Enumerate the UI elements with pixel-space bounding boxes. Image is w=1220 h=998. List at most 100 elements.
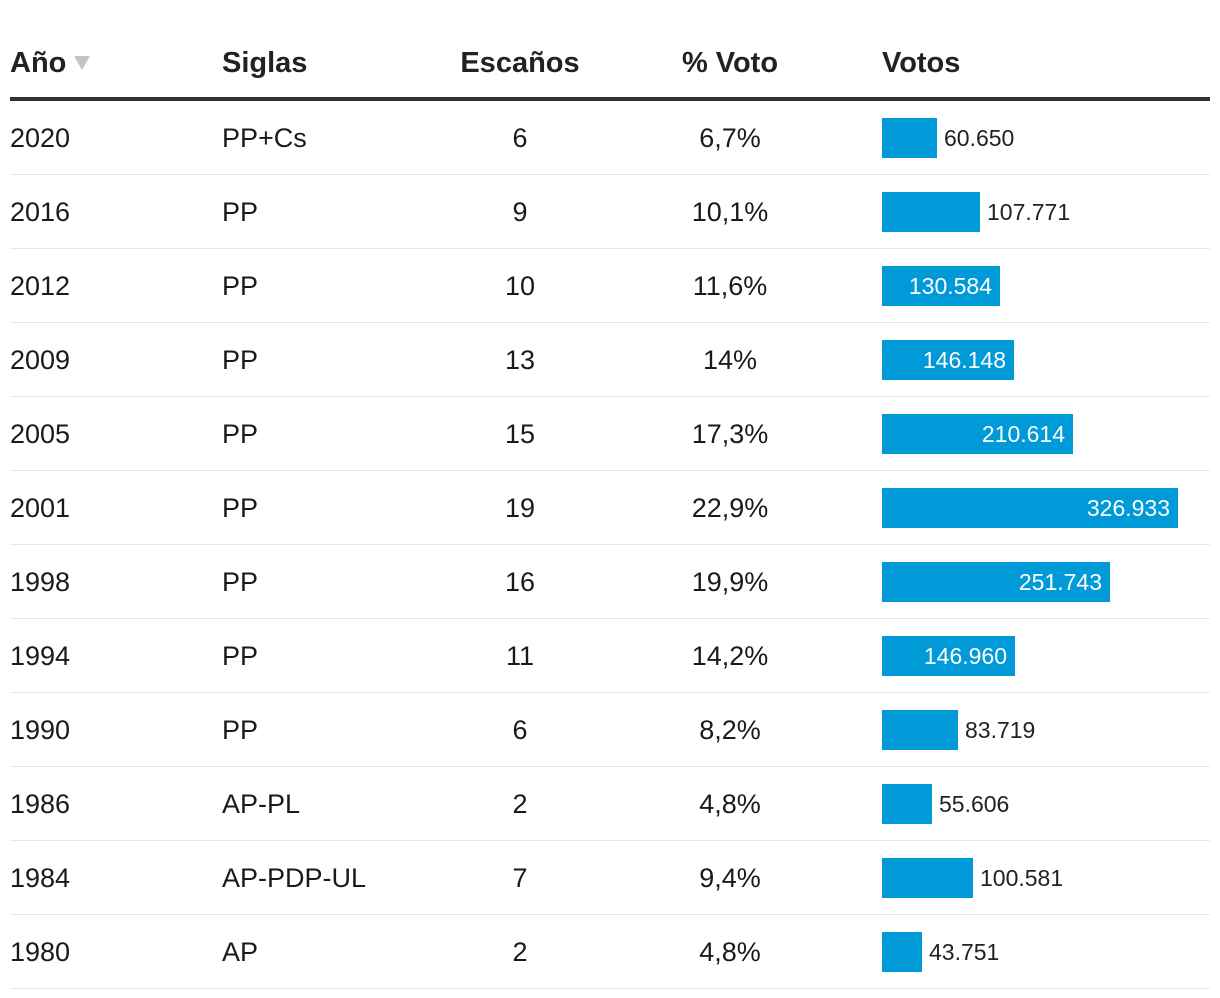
votes-bar	[882, 932, 922, 972]
votes-bar	[882, 340, 1014, 380]
cell-party: PP	[222, 419, 259, 449]
table-row: 1990 PP 6 8,2% 83.719	[10, 693, 1210, 767]
cell-party: PP	[222, 493, 259, 523]
votes-label: 146.148	[922, 347, 1006, 373]
cell-party: AP-PDP-UL	[222, 863, 367, 893]
votes-bar	[882, 192, 980, 232]
votes-bar	[882, 858, 973, 898]
cell-seats: 6	[512, 123, 528, 153]
header-year[interactable]: Año	[10, 46, 91, 80]
cell-votes: 146.148	[882, 323, 1210, 397]
votes-label: 107.771	[987, 199, 1071, 225]
cell-year: 1984	[10, 863, 71, 893]
cell-year: 2012	[10, 271, 71, 301]
votes-bar	[882, 266, 1000, 306]
cell-seats: 19	[504, 493, 536, 523]
votes-label: 210.614	[981, 421, 1065, 447]
cell-party: PP	[222, 715, 259, 745]
table-row: 1994 PP 11 14,2% 146.960	[10, 619, 1210, 693]
cell-seats: 11	[505, 641, 535, 671]
votes-label: 326.933	[1086, 495, 1170, 521]
votes-label: 60.650	[944, 125, 1015, 151]
cell-pct: 10,1%	[691, 197, 769, 227]
cell-pct: 11,6%	[692, 271, 768, 301]
cell-pct: 22,9%	[691, 493, 769, 523]
header-year-label: Año	[10, 47, 67, 79]
cell-votes: 130.584	[882, 249, 1210, 323]
cell-year: 1990	[10, 715, 71, 745]
cell-pct: 14,2%	[691, 641, 769, 671]
cell-votes: 326.933	[882, 471, 1210, 545]
cell-year: 2020	[10, 123, 71, 153]
cell-votes: 146.960	[882, 619, 1210, 693]
votes-bar	[882, 636, 1015, 676]
cell-pct: 6,7%	[699, 123, 761, 153]
table-row: 1986 AP-PL 2 4,8% 55.606	[10, 767, 1210, 841]
votes-bar	[882, 414, 1073, 454]
cell-year: 1980	[10, 937, 71, 967]
votes-label: 251.743	[1018, 569, 1102, 595]
table-row: 1998 PP 16 19,9% 251.743	[10, 545, 1210, 619]
cell-pct: 19,9%	[691, 567, 769, 597]
cell-votes: 55.606	[882, 767, 1210, 841]
cell-seats: 10	[504, 271, 536, 301]
table-header: Año Siglas Escaños % Voto Votos	[10, 0, 1210, 101]
votes-label: 146.960	[923, 643, 1007, 669]
cell-party: PP	[222, 271, 259, 301]
cell-year: 2005	[10, 419, 71, 449]
sort-descending-icon[interactable]	[74, 56, 91, 70]
cell-votes: 43.751	[882, 915, 1210, 989]
table-body: 2020 PP+Cs 6 6,7% 60.650 2016 PP 9 10,1% 107.771 2…	[10, 101, 1210, 989]
header-seats[interactable]: Escaños	[460, 47, 580, 79]
votes-bar	[882, 118, 937, 158]
header-pct[interactable]: % Voto	[681, 47, 779, 79]
votes-bar	[882, 562, 1110, 602]
cell-seats: 7	[512, 863, 528, 893]
cell-party: AP	[222, 937, 259, 967]
cell-year: 2016	[10, 197, 71, 227]
cell-votes: 83.719	[882, 693, 1210, 767]
votes-label: 83.719	[965, 717, 1036, 743]
votes-label: 55.606	[939, 791, 1010, 817]
cell-party: AP-PL	[222, 789, 301, 819]
cell-seats: 9	[512, 197, 528, 227]
header-votes[interactable]: Votos	[882, 47, 961, 79]
cell-votes: 60.650	[882, 101, 1210, 175]
cell-pct: 8,2%	[699, 715, 761, 745]
cell-year: 2001	[10, 493, 71, 523]
cell-seats: 15	[504, 419, 536, 449]
table-row: 2001 PP 19 22,9% 326.933	[10, 471, 1210, 545]
table-row: 2009 PP 13 14% 146.148	[10, 323, 1210, 397]
cell-seats: 2	[512, 789, 528, 819]
votes-label: 130.584	[908, 273, 992, 299]
votes-bar	[882, 710, 958, 750]
results-table: Año Siglas Escaños % Voto Votos 2020 PP+C…	[10, 0, 1210, 989]
votes-bar	[882, 784, 932, 824]
cell-party: PP+Cs	[222, 123, 307, 153]
cell-pct: 4,8%	[699, 937, 761, 967]
cell-year: 1994	[10, 641, 71, 671]
cell-year: 2009	[10, 345, 71, 375]
header-party[interactable]: Siglas	[222, 47, 308, 79]
table-row: 2020 PP+Cs 6 6,7% 60.650	[10, 101, 1210, 175]
table-row: 2012 PP 10 11,6% 130.584	[10, 249, 1210, 323]
cell-votes: 100.581	[882, 841, 1210, 915]
cell-party: PP	[222, 567, 259, 597]
cell-year: 1986	[10, 789, 71, 819]
table-row: 2016 PP 9 10,1% 107.771	[10, 175, 1210, 249]
cell-party: PP	[222, 197, 259, 227]
cell-votes: 107.771	[882, 175, 1210, 249]
cell-votes: 210.614	[882, 397, 1210, 471]
cell-seats: 13	[504, 345, 536, 375]
cell-pct: 4,8%	[699, 789, 761, 819]
cell-pct: 17,3%	[691, 419, 769, 449]
cell-party: PP	[222, 345, 259, 375]
cell-seats: 6	[512, 715, 528, 745]
cell-pct: 14%	[702, 345, 758, 375]
cell-pct: 9,4%	[699, 863, 761, 893]
votes-label: 43.751	[929, 939, 1000, 965]
table-row: 2005 PP 15 17,3% 210.614	[10, 397, 1210, 471]
cell-votes: 251.743	[882, 545, 1210, 619]
votes-bar	[882, 488, 1178, 528]
cell-party: PP	[222, 641, 259, 671]
